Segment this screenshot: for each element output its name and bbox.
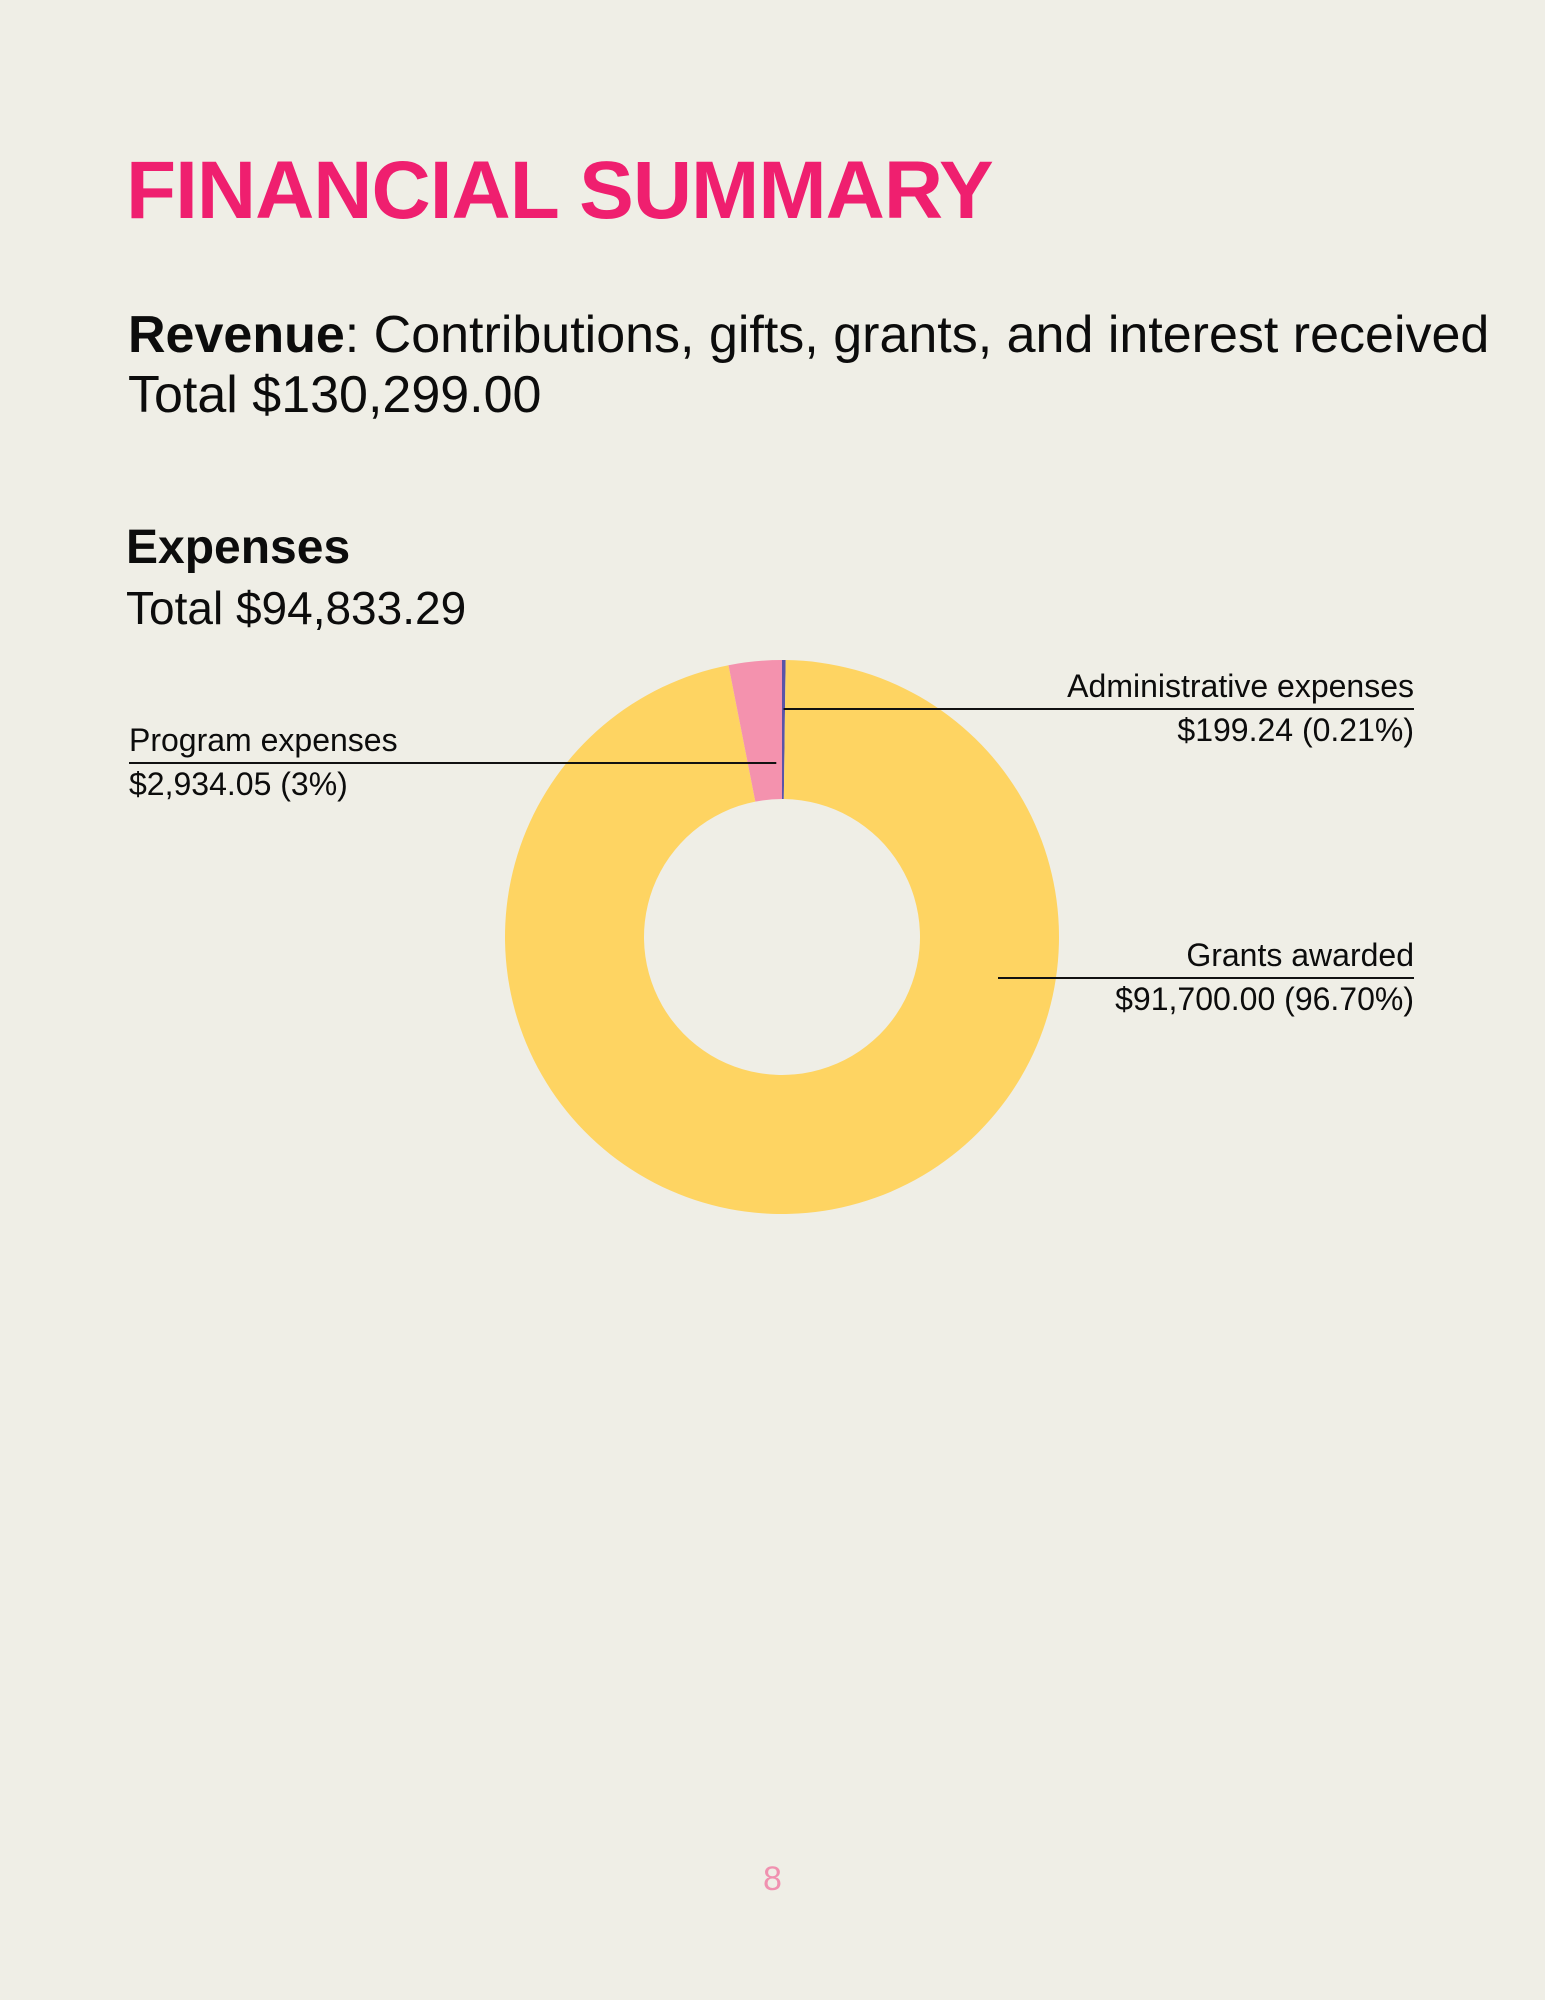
revenue-label: Revenue: [128, 306, 345, 364]
donut-slice-program-expenses: [728, 660, 782, 802]
slice-label: Grants awarded: [1186, 937, 1414, 973]
donut-slice-administrative-expenses: [782, 660, 786, 800]
slice-value-label: $199.24 (0.21%): [1177, 712, 1414, 748]
revenue-description: : Contributions, gifts, grants, and inte…: [344, 306, 1490, 364]
slice-label: Program expenses: [129, 722, 398, 758]
slice-value-label: $2,934.05 (3%): [129, 766, 348, 802]
slice-label: Administrative expenses: [1067, 668, 1414, 704]
revenue-line: Revenue: Contributions, gifts, grants, a…: [128, 305, 1489, 365]
expenses-heading: Expenses: [126, 521, 351, 574]
callout-administrative: Administrative expenses $199.24 (0.21%): [1067, 664, 1414, 752]
donut-slice-grants-awarded: [504, 660, 1059, 1214]
page-number: 8: [763, 1860, 782, 1898]
revenue-block: Revenue: Contributions, gifts, grants, a…: [128, 305, 1489, 425]
expenses-total: Total $94,833.29: [126, 582, 467, 634]
callout-program: Program expenses $2,934.05 (3%): [129, 718, 398, 806]
slice-value-label: $91,700.00 (96.70%): [1115, 981, 1414, 1017]
page-title: FINANCIAL SUMMARY: [126, 145, 994, 236]
callout-grants: Grants awarded $91,700.00 (96.70%): [1115, 933, 1414, 1021]
revenue-total: Total $130,299.00: [128, 366, 542, 424]
